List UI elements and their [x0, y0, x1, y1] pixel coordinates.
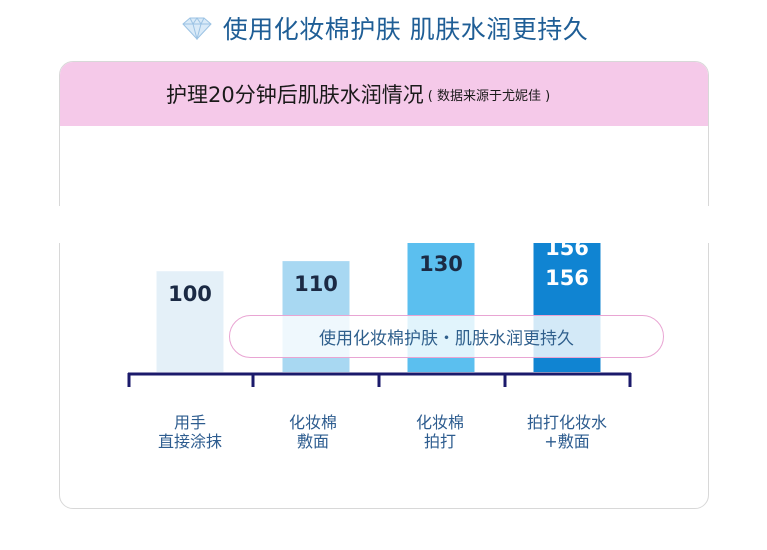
category-label-line: 敷面: [296, 432, 329, 451]
category-label-line: 化妆棉: [288, 413, 337, 432]
data-label: 110: [294, 272, 338, 296]
category-label-2: 化妆棉 敷面: [253, 413, 373, 451]
data-source-note: ( 数据来源于尤妮佳 ): [427, 88, 551, 104]
card-title: 护理20分钟后肌肤水润情况: [166, 83, 424, 107]
category-label-line: +敷面: [544, 432, 590, 451]
headline-text: 使用化妆棉护肤 肌肤水润更持久: [222, 15, 589, 44]
headline: 使用化妆棉护肤 肌肤水润更持久: [0, 8, 767, 48]
banner-pill: 使用化妆棉护肤・肌肤水润更持久: [229, 315, 664, 358]
category-label-3: 化妆棉 拍打: [380, 413, 500, 451]
category-label-line: 拍打化妆水: [526, 413, 607, 432]
banner-text: 使用化妆棉护肤・肌肤水润更持久: [319, 329, 574, 349]
data-label: 156: [545, 266, 589, 290]
category-label-1: 用手 直接涂抹: [130, 413, 250, 451]
data-label: 130: [419, 252, 463, 276]
data-label: 100: [168, 282, 212, 306]
diamond-icon: [182, 17, 212, 40]
overlay-band: [0, 206, 767, 243]
category-label-line: 用手: [173, 413, 206, 432]
card-header: 护理20分钟后肌肤水润情况 ( 数据来源于尤妮佳 ): [60, 62, 708, 126]
category-label-line: 拍打: [423, 432, 456, 451]
category-label-line: 直接涂抹: [157, 432, 222, 451]
bar: [156, 271, 224, 372]
category-label-4: 拍打化妆水 +敷面: [507, 413, 627, 451]
category-label-line: 化妆棉: [415, 413, 464, 432]
